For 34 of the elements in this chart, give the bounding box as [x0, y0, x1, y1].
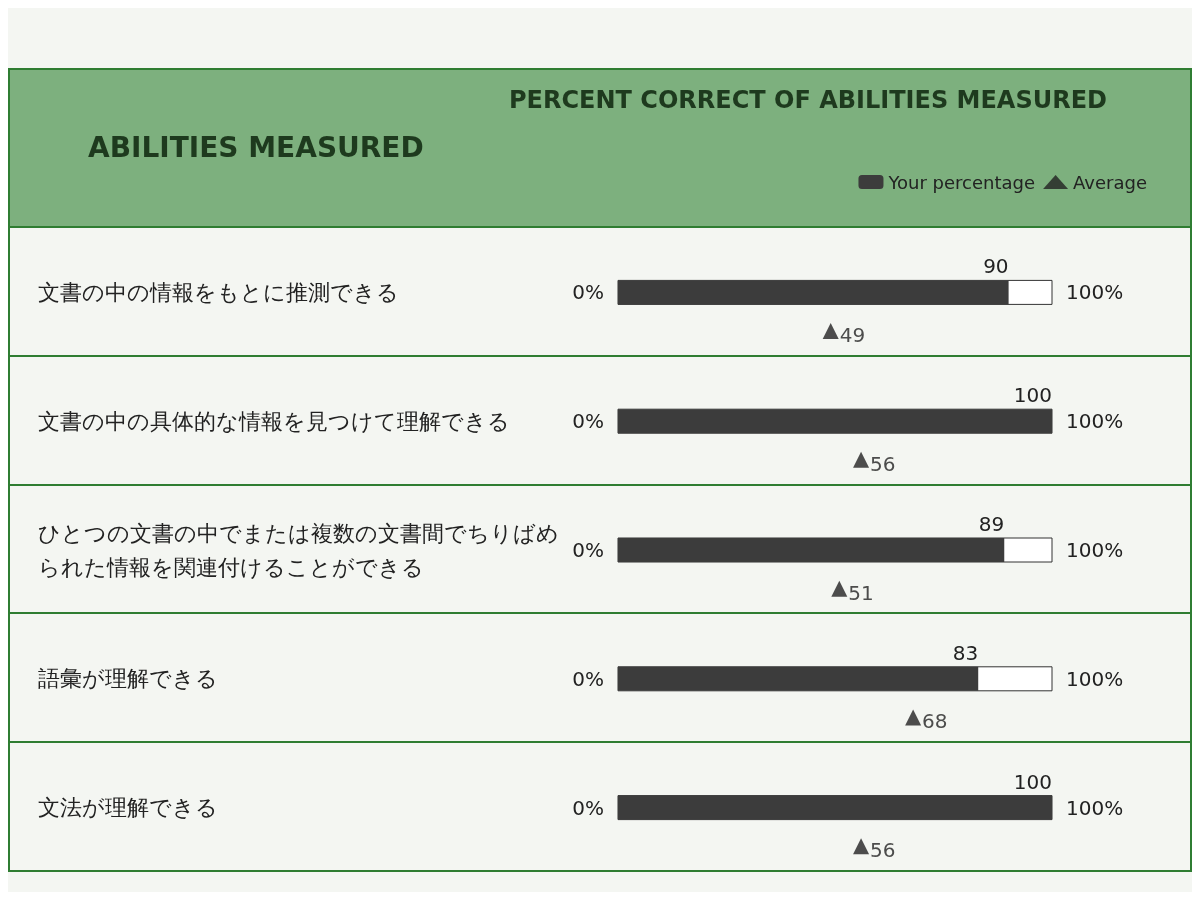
data-label: 68	[922, 709, 948, 734]
point	[905, 709, 922, 726]
chart-title: PERCENT CORRECT OF ABILITIES MEASURED	[509, 86, 1107, 114]
y-tick-label: ひとつの文書の中でまたは複数の文書間でちりばめられた情報を関連付けることができる	[38, 520, 559, 580]
data-label: 100	[1013, 383, 1052, 408]
data-label: 51	[848, 580, 874, 605]
data-label: 56	[870, 838, 896, 863]
text: 0%	[572, 409, 604, 434]
data-label: 100	[1013, 769, 1052, 794]
point	[853, 451, 870, 468]
text: 100%	[1066, 795, 1124, 820]
y-tick-label: 文書の中の具体的な情報を見つけて理解できる	[38, 408, 510, 434]
y-axis-title: ABILITIES MEASURED	[88, 130, 424, 164]
text: 100%	[1066, 666, 1124, 691]
y-tick-label: 文書の中の情報をもとに推測できる	[38, 279, 399, 305]
data-label: 89	[978, 512, 1005, 536]
text: 0%	[572, 666, 604, 691]
data-label: 56	[870, 451, 896, 476]
text: 100%	[1066, 280, 1124, 305]
text: 100%	[1066, 409, 1124, 434]
legend-label: Average	[1073, 171, 1148, 193]
point	[822, 323, 839, 340]
text: 100%	[1066, 538, 1124, 562]
data-label: 83	[952, 640, 979, 665]
legend-label: Your percentage	[887, 171, 1036, 193]
y-tick-label: 語彙が理解できる	[38, 666, 218, 692]
text: 0%	[572, 280, 604, 305]
y-tick-label: 文法が理解できる	[38, 795, 218, 821]
data-label: 49	[839, 323, 866, 348]
text: 0%	[572, 795, 604, 820]
data-label: 90	[983, 254, 1009, 279]
text: 0%	[572, 538, 604, 562]
point	[853, 838, 870, 855]
point	[831, 580, 848, 597]
